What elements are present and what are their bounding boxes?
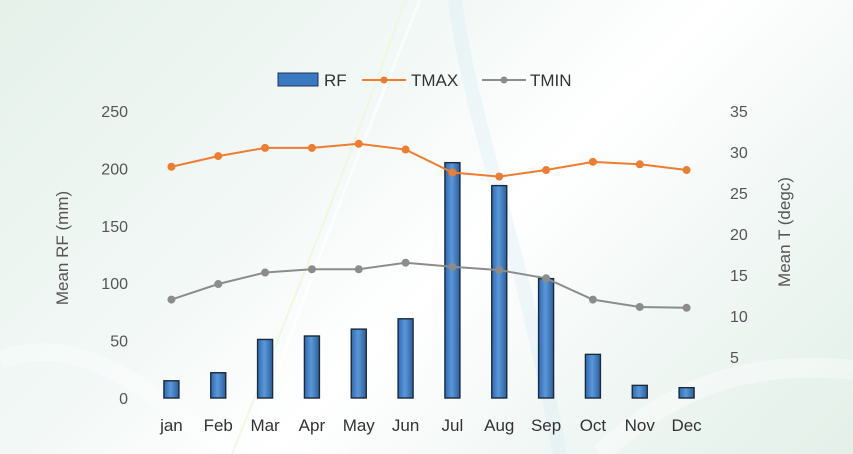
bar-rf-oct xyxy=(584,353,602,399)
point-tmin-jan xyxy=(167,295,176,304)
x-tick-label: Jun xyxy=(392,416,419,435)
y-axis-title: Mean RF (mm) xyxy=(53,191,72,305)
point-tmax-apr xyxy=(307,143,316,152)
x-tick-label: Jul xyxy=(442,416,464,435)
x-tick-label: May xyxy=(343,416,376,435)
y-tick-label: 100 xyxy=(101,276,128,293)
point-tmin-aug xyxy=(495,266,504,275)
x-tick-label: Feb xyxy=(204,416,233,435)
bar-rf-jul xyxy=(444,161,461,399)
point-tmax-mar xyxy=(261,143,270,152)
x-tick-label: Dec xyxy=(671,416,702,435)
legend-item-tmin[interactable]: TMIN xyxy=(482,71,572,90)
x-tick-label: Mar xyxy=(250,416,280,435)
rf-bars xyxy=(163,161,695,399)
bar-rf-dec xyxy=(678,386,695,399)
point-tmin-feb xyxy=(214,280,223,289)
legend-label-rf: RF xyxy=(324,71,347,90)
point-tmax-jan xyxy=(167,162,176,171)
y2-tick-label: 25 xyxy=(730,186,748,203)
point-tmin-dec xyxy=(682,303,691,312)
line-tmin xyxy=(171,261,687,309)
x-tick-label: jan xyxy=(159,416,183,435)
bar-rf-jun xyxy=(397,318,414,399)
point-tmax-jul xyxy=(448,168,457,177)
legend-label-tmin: TMIN xyxy=(530,71,572,90)
bar-rf-aug xyxy=(491,184,508,399)
point-tmax-aug xyxy=(495,172,504,181)
bar-rf-feb xyxy=(210,372,227,399)
y2-tick-label: 20 xyxy=(730,227,748,244)
y-tick-label: 0 xyxy=(119,391,128,408)
y2-axis-title: Mean T (degc) xyxy=(775,177,794,287)
y2-tick-label: 35 xyxy=(730,104,748,121)
y-tick-label: 200 xyxy=(101,161,128,178)
bar-rf-sep xyxy=(537,277,555,399)
legend-item-rf[interactable]: RF xyxy=(277,71,347,90)
y2-tick-label: 15 xyxy=(730,268,748,285)
y2-tick-label: 5 xyxy=(730,350,739,367)
x-axis-ticks: jan Feb Mar Apr May Jun Jul Aug Sep Oct Nov Dec xyxy=(159,416,702,435)
point-tmax-oct xyxy=(588,157,597,166)
y-tick-label: 150 xyxy=(101,219,128,236)
y2-axis-ticks: 5 10 15 20 25 30 35 xyxy=(730,104,748,367)
x-tick-label: Oct xyxy=(580,416,607,435)
temperature-lines xyxy=(167,139,691,312)
point-tmax-feb xyxy=(214,152,223,161)
y2-tick-label: 10 xyxy=(730,309,748,326)
point-tmin-nov xyxy=(635,302,644,311)
legend: RF TMAX TMIN xyxy=(277,71,572,90)
legend-item-tmax[interactable]: TMAX xyxy=(362,71,458,90)
point-tmin-apr xyxy=(307,265,316,274)
y-axis-ticks: 0 50 100 150 200 250 xyxy=(101,104,128,408)
y2-tick-label: 30 xyxy=(730,145,748,162)
point-tmax-dec xyxy=(682,166,691,175)
bar-rf-apr xyxy=(303,335,321,399)
x-tick-label: Nov xyxy=(625,416,656,435)
bar-rf-may xyxy=(350,328,367,399)
point-tmax-sep xyxy=(542,166,551,175)
point-tmin-sep xyxy=(542,274,551,283)
x-tick-label: Aug xyxy=(484,416,514,435)
x-tick-label: Apr xyxy=(299,416,326,435)
point-tmin-oct xyxy=(588,295,597,304)
x-tick-label: Sep xyxy=(531,416,561,435)
point-tmin-jun xyxy=(401,258,410,267)
point-tmax-jun xyxy=(401,145,410,154)
point-tmin-jul xyxy=(448,262,457,271)
y-tick-label: 50 xyxy=(110,334,128,351)
point-tmax-nov xyxy=(635,160,644,169)
bar-rf-nov xyxy=(631,384,648,399)
y-tick-label: 250 xyxy=(101,104,128,121)
line-tmax xyxy=(171,142,687,178)
bar-rf-mar xyxy=(256,338,274,399)
bar-rf-jan xyxy=(163,380,180,399)
point-tmax-may xyxy=(354,139,363,148)
point-tmin-mar xyxy=(261,268,270,277)
legend-label-tmax: TMAX xyxy=(411,71,458,90)
point-tmin-may xyxy=(354,265,363,274)
